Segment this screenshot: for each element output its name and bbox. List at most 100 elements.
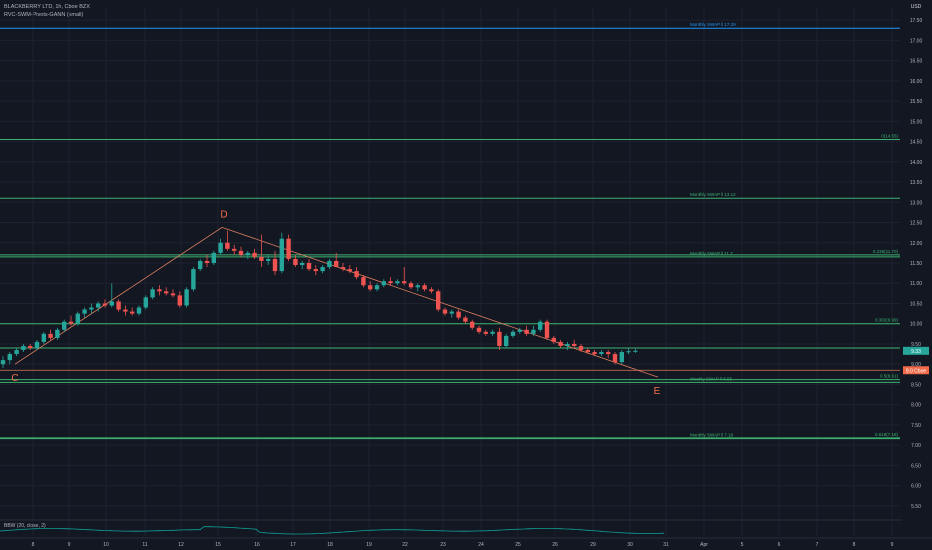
chart-grid <box>0 8 900 536</box>
candle-body <box>544 321 550 338</box>
candle-body <box>245 252 250 255</box>
level-label: 0(14.55) <box>881 134 898 139</box>
candle <box>102 299 108 308</box>
pattern-label-d: D <box>220 209 227 220</box>
candle <box>470 319 475 330</box>
level-label: Weekly SWAP ‖ 8.55 <box>690 376 733 381</box>
pattern-label-c: C <box>11 373 18 384</box>
time-tick: 9 <box>891 542 894 548</box>
candle <box>402 267 407 286</box>
price-tick: 10.50 <box>910 301 923 307</box>
candle-body <box>442 309 448 314</box>
candle <box>245 250 250 259</box>
candle <box>238 246 244 257</box>
marker-label: 9.0 Cboe <box>906 368 927 374</box>
candle-body <box>388 281 393 284</box>
candle-body <box>300 263 305 266</box>
candle-body <box>436 291 441 310</box>
candle-body <box>62 321 67 330</box>
candle-body <box>551 337 556 342</box>
candle <box>218 238 223 255</box>
time-tick: 22 <box>402 542 408 548</box>
candle <box>517 327 522 334</box>
level-label: Monthly SWAP ‖ 11.7 <box>690 251 733 256</box>
candle-body <box>449 311 454 314</box>
price-tick: 10.00 <box>910 322 923 328</box>
candle-body <box>524 329 529 334</box>
time-tick: 12 <box>178 542 184 548</box>
candle <box>34 339 40 351</box>
level-label: Monthly SWAP ‖ 7.16 <box>690 433 734 438</box>
candle <box>198 258 203 272</box>
candle-body <box>470 321 475 328</box>
price-tick: 15.00 <box>910 119 923 125</box>
marker-badge <box>903 366 929 375</box>
time-axis[interactable]: 8 9 10 11 12 15 16 17 18 19 22 23 24 25 26 29 30 31 Apr 5 6 7… <box>0 537 932 548</box>
candle <box>606 350 611 359</box>
price-axis[interactable]: USD 17.50 17.00 16.50 16.00 15.50 15.00 14.50 14… <box>902 0 932 550</box>
candle <box>21 343 26 353</box>
candle <box>408 281 414 290</box>
candle-body <box>34 341 40 348</box>
price-tick: 11.50 <box>910 261 922 267</box>
candle <box>170 289 176 298</box>
candle <box>109 283 114 308</box>
candle <box>436 289 441 312</box>
candle <box>463 315 468 324</box>
candle <box>177 291 182 308</box>
candle <box>578 343 584 353</box>
candle-body <box>429 289 434 292</box>
pattern-line <box>14 226 659 378</box>
candle <box>592 350 597 357</box>
candle <box>123 305 128 316</box>
candle-body <box>558 341 563 346</box>
candle <box>361 275 366 288</box>
candle-body <box>157 289 162 292</box>
swap-levels: Monthly SWAP ‖ 17.29 0(14.55) Monthly SWAP… <box>0 22 900 440</box>
candle <box>68 315 74 326</box>
candle <box>388 277 393 286</box>
candle-body <box>619 352 624 363</box>
price-tick: 17.00 <box>910 38 923 44</box>
price-tick: 14.00 <box>910 160 923 166</box>
candle <box>272 250 278 276</box>
level-label: 0.5(8.61) <box>880 374 899 379</box>
candle <box>28 343 33 351</box>
candle-body <box>368 285 373 290</box>
candle-body <box>565 343 570 346</box>
currency-label: USD <box>911 4 922 10</box>
price-tick: 9.00 <box>911 362 921 368</box>
time-tick: 30 <box>627 542 633 548</box>
time-tick: 19 <box>366 542 372 548</box>
candle <box>381 279 386 288</box>
candle <box>62 319 67 332</box>
candle-body <box>606 352 611 355</box>
price-tick: 13.50 <box>910 180 923 186</box>
candle-body <box>232 248 237 251</box>
candle-body <box>96 303 101 308</box>
candle <box>368 281 373 292</box>
candle <box>483 329 488 336</box>
candle <box>150 287 155 300</box>
candle-body <box>347 269 352 272</box>
candle-body <box>633 350 638 352</box>
candle <box>225 230 230 251</box>
candle <box>41 331 46 344</box>
candle-body <box>116 301 121 310</box>
candle <box>599 350 604 357</box>
time-tick: 23 <box>440 542 446 548</box>
candle <box>524 325 529 336</box>
candle-body <box>184 289 189 306</box>
candle-body <box>327 260 332 268</box>
candle <box>340 263 346 272</box>
candle-body <box>204 260 210 263</box>
last-price-badge <box>903 346 929 355</box>
level-label: 0.618(7.18) <box>875 432 899 437</box>
candle <box>300 260 305 270</box>
candle <box>313 265 318 276</box>
candle <box>279 232 284 274</box>
level-label: Monthly SWAP ‖ 17.29 <box>690 22 736 27</box>
candle <box>286 234 291 261</box>
candle-body <box>626 351 631 353</box>
